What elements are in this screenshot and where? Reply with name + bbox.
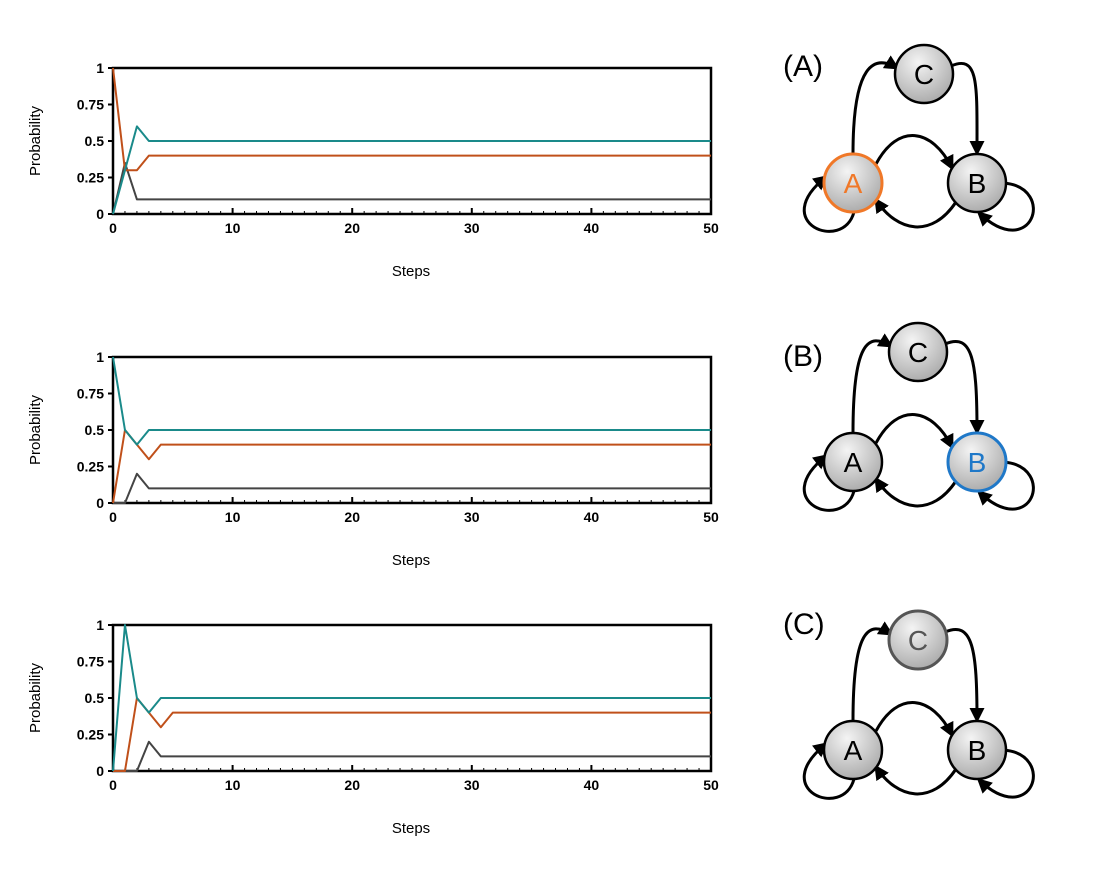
- edge-b-self-loop: [976, 181, 1035, 232]
- x-tick-label: 50: [703, 509, 719, 525]
- y-tick-label: 0.75: [77, 386, 104, 402]
- x-tick-label: 20: [344, 777, 360, 793]
- y-tick-label: 0: [96, 763, 104, 779]
- edge-a-to-b: [874, 701, 954, 738]
- series-line-gray: [113, 740, 711, 772]
- y-tick-label: 0.5: [85, 690, 105, 706]
- x-tick-label: 30: [464, 509, 480, 525]
- y-tick-label: 0.75: [77, 97, 104, 113]
- y-tick-label: 0.5: [85, 133, 105, 149]
- y-tick-label: 0.25: [77, 170, 104, 186]
- chart-1: 0 10 20 30 40 50 0 0.25 0.5 0.75 1 Steps Probability: [27, 60, 719, 280]
- node-a-label: A: [844, 735, 863, 766]
- y-tick-label: 0.75: [77, 654, 104, 670]
- edge-c-to-b: [950, 61, 985, 156]
- series-line-orange: [112, 67, 711, 172]
- x-axis-title: Steps: [392, 552, 430, 569]
- edge-a-self-loop: [802, 175, 856, 233]
- series-line-teal: [112, 624, 711, 772]
- x-tick-label: 30: [464, 777, 480, 793]
- chart-2: 0 10 20 30 40 50 0 0.25 0.5 0.75 1 Steps Probability: [27, 349, 719, 569]
- x-axis-title: Steps: [392, 820, 430, 837]
- node-b-label: B: [968, 447, 987, 478]
- x-tick-label: 50: [703, 777, 719, 793]
- edge-a-to-b: [874, 413, 954, 450]
- edge-a-to-b: [874, 134, 954, 171]
- node-a-label: A: [844, 447, 863, 478]
- node-b-label: B: [968, 735, 987, 766]
- y-tick-label: 0: [96, 495, 104, 511]
- node-c: [887, 321, 949, 383]
- edge-a-self-loop: [802, 454, 856, 512]
- edge-b-self-loop: [976, 460, 1035, 511]
- edge-a-to-c: [851, 333, 894, 434]
- x-axis-title: Steps: [392, 263, 430, 280]
- node-b: [946, 719, 1008, 781]
- y-axis-title: Probability: [27, 394, 44, 465]
- node-c: [887, 609, 949, 671]
- edge-b-to-a: [874, 476, 958, 508]
- series-line-orange: [113, 697, 711, 772]
- state-diagram-3: (C) A B C: [783, 608, 1035, 800]
- y-axis-title: Probability: [27, 662, 44, 733]
- series-line-teal: [112, 125, 711, 215]
- panel-label: (B): [783, 340, 823, 373]
- edge-c-to-b: [944, 339, 985, 435]
- node-a: [822, 152, 884, 214]
- edge-a-to-c: [851, 621, 894, 722]
- x-tick-label: 0: [109, 220, 117, 236]
- y-axis-title: Probability: [27, 105, 44, 176]
- y-tick-label: 0: [96, 206, 104, 222]
- edge-c-to-b: [944, 627, 985, 723]
- x-tick-label: 40: [584, 220, 600, 236]
- series-line-gray: [112, 161, 711, 215]
- x-tick-label: 10: [225, 509, 241, 525]
- panel-label: (A): [783, 50, 823, 83]
- y-tick-label: 1: [96, 60, 104, 76]
- node-a-label: A: [844, 168, 863, 199]
- x-tick-label: 40: [584, 777, 600, 793]
- node-a: [822, 431, 884, 493]
- node-a: [822, 719, 884, 781]
- x-tick-label: 20: [344, 509, 360, 525]
- x-tick-label: 50: [703, 220, 719, 236]
- x-tick-label: 20: [344, 220, 360, 236]
- edge-a-self-loop: [802, 742, 856, 800]
- chart-3: 0 10 20 30 40 50 0 0.25 0.5 0.75 1 Steps Probability: [27, 617, 719, 837]
- node-c: [893, 43, 955, 105]
- edge-b-self-loop: [976, 748, 1035, 799]
- y-tick-label: 1: [96, 349, 104, 365]
- charts: 0 10 20 30 40 5000.250.50.751StepsProbability…: [27, 60, 719, 837]
- x-tick-label: 30: [464, 220, 480, 236]
- edge-b-to-a: [874, 197, 958, 229]
- state-diagram-2: (B) A B C: [783, 321, 1035, 512]
- y-tick-label: 1: [96, 617, 104, 633]
- series-line-gray: [113, 472, 711, 504]
- y-tick-label: 0.5: [85, 422, 105, 438]
- diagrams: (A) A B C (B) A B C (C) A B C: [783, 43, 1035, 800]
- x-tick-label: 0: [109, 777, 117, 793]
- node-b: [946, 431, 1008, 493]
- series-line-orange: [112, 429, 711, 504]
- series-line-teal: [112, 356, 711, 446]
- state-diagram-1: (A) A B C: [783, 43, 1035, 233]
- node-b-label: B: [968, 168, 987, 199]
- panel-label: (C): [783, 608, 825, 641]
- edge-a-to-c: [851, 55, 900, 155]
- x-tick-label: 0: [109, 509, 117, 525]
- edge-b-to-a: [874, 764, 958, 796]
- y-tick-label: 0.25: [77, 459, 104, 475]
- x-tick-label: 10: [225, 777, 241, 793]
- node-c-label: C: [914, 59, 934, 90]
- node-c-label: C: [908, 625, 928, 656]
- node-c-label: C: [908, 337, 928, 368]
- node-b: [946, 152, 1008, 214]
- x-tick-label: 40: [584, 509, 600, 525]
- x-tick-label: 10: [225, 220, 241, 236]
- y-tick-label: 0.25: [77, 727, 104, 743]
